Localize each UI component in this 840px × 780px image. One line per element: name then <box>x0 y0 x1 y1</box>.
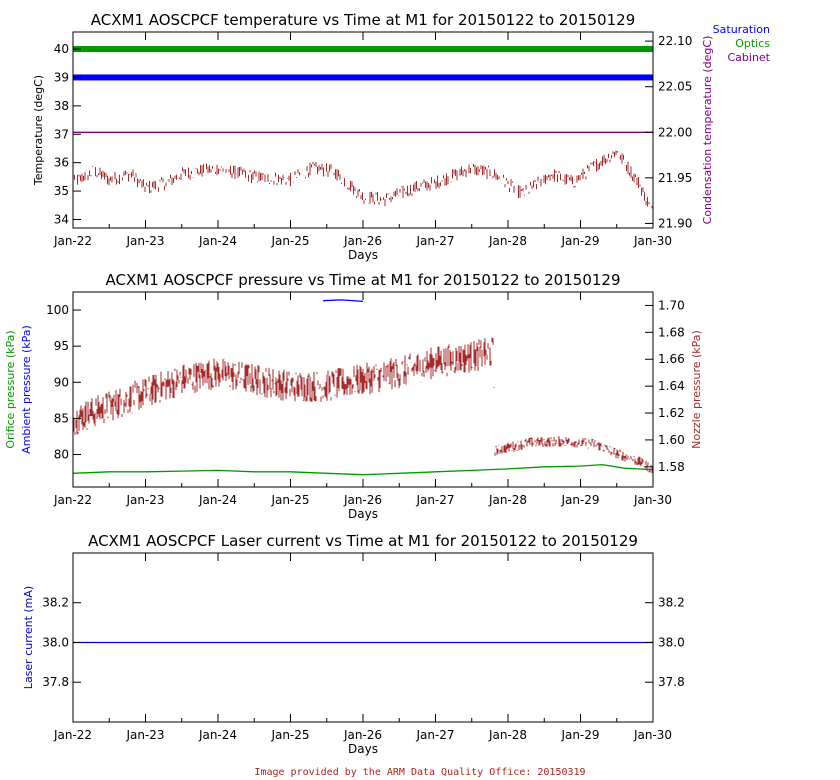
chart2-x-tick-label: Jan-29 <box>560 493 599 507</box>
chart2-x-tick-label: Jan-23 <box>125 493 164 507</box>
chart1-y-tick-label: 37 <box>54 127 69 141</box>
chart2-x-tick-label: Jan-26 <box>343 493 382 507</box>
chart2-y-tick-label: 90 <box>54 375 69 389</box>
chart3-y2-tick-label: 38.2 <box>658 596 685 610</box>
chart1-legend-optics: Optics <box>735 37 770 50</box>
chart1-y-tick-label: 39 <box>54 70 69 84</box>
chart3-x-tick-label: Jan-23 <box>125 728 164 742</box>
chart2-x-tick-label: Jan-27 <box>415 493 454 507</box>
chart3-y2-tick-label: 38.0 <box>658 635 685 649</box>
chart1-x-tick-label: Jan-27 <box>415 234 454 248</box>
chart2-y2-axis-label: Nozzle pressure (kPa) <box>690 330 703 449</box>
chart3-x-tick-label: Jan-25 <box>270 728 309 742</box>
chart1-x-tick-label: Jan-23 <box>125 234 164 248</box>
chart1-series-cabinet <box>72 150 653 209</box>
chart3-plot-frame <box>72 552 654 723</box>
chart2-y-tick-label: 100 <box>46 303 69 317</box>
chart2-x-tick-label: Jan-22 <box>53 493 92 507</box>
chart3-x-tick-label: Jan-29 <box>560 728 599 742</box>
chart1-y-tick-label: 34 <box>54 212 69 226</box>
chart1-y-axis-label: Temperature (degC) <box>32 75 45 186</box>
chart1-x-tick-label: Jan-25 <box>270 234 309 248</box>
chart1-legend-cabinet: Cabinet <box>727 51 770 64</box>
chart2-y-axis-label-ambient: Ambient pressure (kPa) <box>20 325 33 454</box>
chart1-y-tick-label: 36 <box>54 156 69 170</box>
chart2-y2-tick-label: 1.58 <box>658 460 685 474</box>
chart2-y-tick-label: 95 <box>54 339 69 353</box>
chart3-x-axis-label: Days <box>348 742 378 756</box>
chart2-y-tick-label: 85 <box>54 411 69 425</box>
chart3-y-tick-label: 38.2 <box>42 596 69 610</box>
chart3-y2-tick-label: 37.8 <box>658 675 685 689</box>
chart1-x-tick-label: Jan-29 <box>560 234 599 248</box>
chart2-y2-tick-label: 1.62 <box>658 406 685 420</box>
chart1-y-tick-label: 40 <box>54 42 69 56</box>
chart1-y2-tick-label: 21.95 <box>658 171 692 185</box>
credit-text: Image provided by the ARM Data Quality O… <box>254 767 586 778</box>
chart1-x-axis-label: Days <box>348 248 378 262</box>
chart2-x-tick-label: Jan-24 <box>198 493 237 507</box>
chart3-x-tick-label: Jan-24 <box>198 728 237 742</box>
chart1-x-tick-label: Jan-30 <box>633 234 672 248</box>
chart1-y-tick-label: 38 <box>54 99 69 113</box>
chart3-y-axis-label: Laser current (mA) <box>22 586 35 689</box>
chart1-legend-saturation: Saturation <box>713 23 770 36</box>
chart2-series-orifice-pressure <box>72 463 654 476</box>
chart1-title: ACXM1 AOSCPCF temperature vs Time at M1 … <box>91 11 635 29</box>
chart3-x-tick-label: Jan-22 <box>53 728 92 742</box>
chart3-y-tick-label: 37.8 <box>42 675 69 689</box>
chart2-y2-tick-label: 1.66 <box>658 352 685 366</box>
chart2-y2-tick-label: 1.70 <box>658 298 685 312</box>
chart3-x-tick-label: Jan-26 <box>343 728 382 742</box>
chart2-x-axis-label: Days <box>348 507 378 521</box>
chart1-x-tick-label: Jan-22 <box>53 234 92 248</box>
chart1-y2-axis-label: Condensation temperature (degC) <box>701 36 714 225</box>
chart2-y-tick-label: 80 <box>54 448 69 462</box>
chart1-y2-tick-label: 22.05 <box>658 80 692 94</box>
chart3-x-tick-label: Jan-30 <box>633 728 672 742</box>
chart1-x-tick-label: Jan-26 <box>343 234 382 248</box>
chart1-x-tick-label: Jan-24 <box>198 234 237 248</box>
chart2-x-tick-label: Jan-30 <box>633 493 672 507</box>
chart1-series-optics <box>73 46 653 53</box>
chart1-y2-tick-label: 22.00 <box>658 125 692 139</box>
chart1-y2-tick-label: 21.90 <box>658 216 692 230</box>
chart2-y2-tick-label: 1.68 <box>658 325 685 339</box>
chart1-y-tick-label: 35 <box>54 184 69 198</box>
chart1-y2-tick-label: 22.10 <box>658 34 692 48</box>
chart1-x-tick-label: Jan-28 <box>488 234 527 248</box>
chart2-y2-tick-label: 1.64 <box>658 379 685 393</box>
chart3-title: ACXM1 AOSCPCF Laser current vs Time at M… <box>88 532 638 550</box>
chart2-title: ACXM1 AOSCPCF pressure vs Time at M1 for… <box>106 271 621 289</box>
chart2-series-ambient-pressure <box>323 299 364 303</box>
chart2-y2-tick-label: 1.60 <box>658 433 685 447</box>
chart3-x-tick-label: Jan-27 <box>415 728 454 742</box>
chart2-x-tick-label: Jan-28 <box>488 493 527 507</box>
chart3-x-tick-label: Jan-28 <box>488 728 527 742</box>
chart2-series-nozzle-pressure <box>72 337 654 473</box>
chart1-series-saturation <box>73 74 653 81</box>
chart3-y-tick-label: 38.0 <box>42 635 69 649</box>
chart2-x-tick-label: Jan-25 <box>270 493 309 507</box>
chart2-y-axis-label-orifice: Orifice pressure (kPa) <box>4 330 17 448</box>
